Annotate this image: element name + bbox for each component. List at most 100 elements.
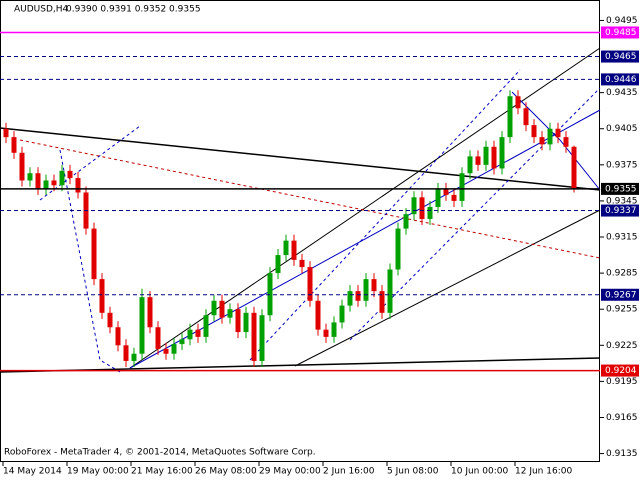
candle-body (387, 269, 393, 313)
candle-body (475, 156, 481, 165)
candle-body (43, 180, 49, 189)
candle-body (363, 279, 369, 301)
candle-body (259, 315, 265, 361)
candle-body (131, 353, 137, 361)
candle-body (459, 173, 465, 201)
y-tick-label: 0.9375 (606, 160, 638, 170)
level-label: 0.9485 (605, 28, 637, 38)
plot-frame (0, 0, 600, 462)
quote: 0.9390 0.9391 0.9352 0.9355 (66, 5, 201, 15)
candle-body (331, 322, 337, 337)
y-tick-label: 0.9285 (606, 269, 638, 279)
candle-body (539, 137, 545, 145)
y-tick-label: 0.9495 (606, 16, 638, 26)
candle-body (35, 173, 41, 189)
candle-body (411, 197, 417, 215)
candle-body (491, 146, 497, 169)
level-label: 0.9355 (605, 184, 637, 194)
candle-body (139, 297, 145, 354)
candle-body (3, 128, 9, 138)
candle-body (419, 197, 425, 219)
candle-body (315, 300, 321, 330)
level-box (601, 50, 639, 63)
x-tick-label: 5 Jun 08:00 (387, 467, 439, 477)
y-tick-label: 0.9225 (606, 341, 638, 351)
level-label: 0.9204 (605, 366, 637, 376)
level-label: 0.9446 (605, 75, 637, 85)
x-tick-label: 19 May 00:00 (67, 467, 129, 477)
trendline (0, 357, 601, 373)
candle-body (27, 173, 33, 181)
candle-body (499, 137, 505, 169)
candle-body (483, 146, 489, 165)
candle-body (347, 291, 353, 306)
trendline (249, 69, 521, 361)
x-tick-label: 26 May 08:00 (195, 467, 257, 477)
candle-body (427, 206, 433, 219)
candle-body (291, 240, 297, 260)
y-tick-label: 0.9195 (606, 377, 638, 387)
candle-body (299, 259, 305, 268)
y-tick-label: 0.9435 (606, 88, 638, 98)
candle-body (547, 128, 553, 145)
candle-body (91, 228, 97, 280)
level-box (601, 182, 639, 195)
candle-body (51, 180, 57, 186)
candle-body (515, 96, 521, 109)
trendline (59, 149, 121, 373)
x-tick-label: 10 Jun 00:00 (451, 467, 508, 477)
candle-body (59, 170, 65, 186)
candle-body (147, 297, 153, 328)
trendline (19, 139, 601, 259)
y-tick-label: 0.9345 (606, 196, 638, 206)
chart-title: AUDUSD,H4 (14, 5, 69, 15)
candle-body (371, 279, 377, 292)
level-box (601, 73, 639, 86)
candle-body (307, 267, 313, 301)
candle-body (155, 327, 161, 349)
x-tick-label: 12 Jun 16:00 (515, 467, 572, 477)
y-tick-label: 0.9165 (606, 413, 638, 423)
candle-body (243, 312, 249, 333)
candle-body (123, 345, 129, 361)
candle-body (523, 108, 529, 126)
candle-body (211, 300, 217, 316)
candle-body (115, 327, 121, 346)
footer: RoboForex - MetaTrader 4, © 2001-2014, M… (4, 448, 316, 458)
level-label: 0.9465 (605, 52, 637, 62)
level-label: 0.9267 (605, 290, 637, 300)
candle-body (531, 125, 537, 138)
trendline (511, 91, 601, 191)
candle-body (179, 339, 185, 345)
candle-body (227, 309, 233, 318)
candle-body (251, 312, 257, 361)
candle-body (571, 146, 577, 189)
candle-body (235, 309, 241, 333)
candle-body (323, 329, 329, 337)
candle-body (355, 291, 361, 301)
level-box (601, 288, 639, 301)
candle-body (275, 255, 281, 274)
candle-body (379, 291, 385, 313)
trendline (294, 209, 601, 367)
candle-body (403, 214, 409, 229)
candle-body (451, 194, 457, 201)
candle-body (171, 344, 177, 354)
candle-body (195, 329, 201, 337)
x-tick-label: 21 May 16:00 (131, 467, 193, 477)
candle-body (507, 96, 513, 138)
candle-body (267, 273, 273, 316)
candle-body (555, 128, 561, 138)
y-tick-label: 0.9255 (606, 305, 638, 315)
candle-body (107, 312, 113, 328)
candle-body (187, 329, 193, 340)
candle-body (563, 137, 569, 147)
candle-body (395, 228, 401, 270)
candle-body (163, 348, 169, 354)
x-tick-label: 14 May 2014 (3, 467, 62, 477)
candle-body (67, 170, 73, 179)
level-box (601, 204, 639, 217)
y-tick-label: 0.9135 (606, 449, 638, 459)
x-tick-label: 2 Jun 16:00 (323, 467, 375, 477)
